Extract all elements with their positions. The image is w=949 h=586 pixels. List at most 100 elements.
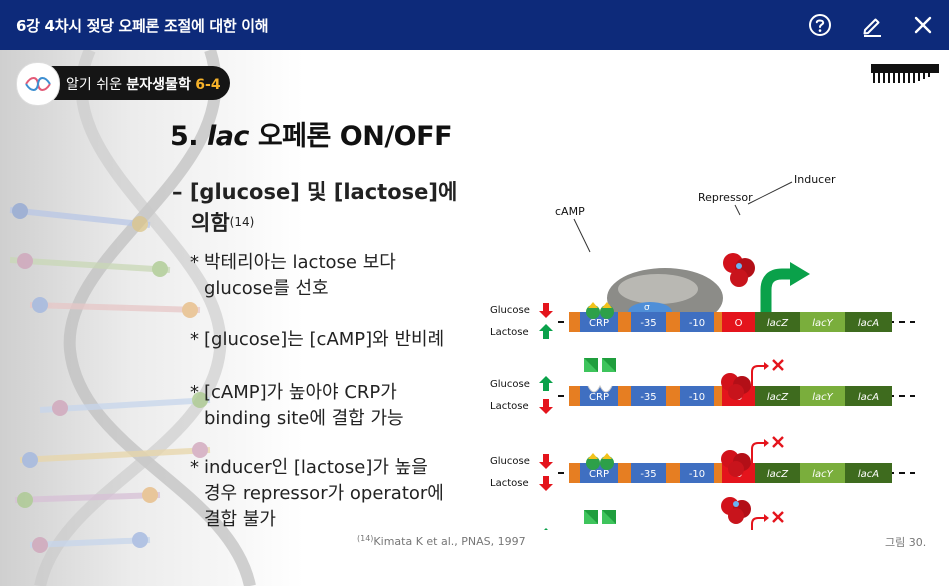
dna-logo-icon [16, 62, 60, 106]
bullet-star: * [190, 252, 199, 273]
camp-crp-complex [586, 302, 614, 319]
glucose-level-arrow [544, 528, 548, 530]
minus35-box-label: -35 [640, 318, 656, 329]
crp-site-label: CRP [589, 318, 609, 329]
heading-italic: lac [206, 121, 249, 152]
laca-gene [845, 386, 892, 406]
blocked-transcription-arrow [751, 359, 784, 386]
close-icon [914, 16, 932, 34]
glucose-label: Glucose [490, 305, 530, 316]
repressor-label: Repressor [698, 191, 753, 204]
logo-prefix: 알기 쉬운 [66, 77, 127, 93]
lactose-label: Lactose [490, 478, 529, 489]
rna-polymerase-highlight [618, 274, 698, 304]
lactose-level-arrow [539, 399, 553, 414]
spacer-segment [714, 386, 722, 406]
lecture-slide: 알기 쉬운 분자생물학 6-4 5. lac 오페론 ON/OFF – [glu… [0, 50, 949, 586]
help-button[interactable] [805, 10, 835, 40]
bullet-star: * [190, 329, 199, 350]
transcription-on-arrow [760, 262, 810, 318]
sub-bullet-line: binding site에 결합 가능 [204, 408, 404, 429]
bound-repressor [721, 497, 751, 524]
blocked-transcription-arrow [751, 511, 784, 530]
minus10-box [680, 312, 714, 332]
sub-bullet-line: [glucose]는 [cAMP]와 반비례 [204, 329, 445, 350]
lacz-gene-label: lacZ [767, 469, 789, 480]
lacy-gene-label: lacY [812, 392, 833, 403]
bullet-star: * [190, 382, 199, 403]
sub-bullet-line: 박테리아는 lactose 보다 [204, 252, 396, 273]
logo-subject: 분자생물학 [126, 77, 191, 93]
citation: (14)Kimata K et al., PNAS, 1997 [357, 534, 526, 548]
cross-icon [772, 359, 784, 371]
minus35-box-label: -35 [640, 469, 656, 480]
spacer-segment [666, 463, 680, 483]
minus10-box-label: -10 [689, 318, 705, 329]
citation-text: Kimata K et al., PNAS, 1997 [373, 535, 526, 548]
spacer-segment [618, 386, 631, 406]
spacer-segment [569, 463, 580, 483]
lacz-gene [755, 386, 800, 406]
minus35-box [631, 312, 666, 332]
free-crp-complex [584, 358, 616, 393]
lacy-gene-label: lacY [812, 318, 833, 329]
minus35-box [631, 386, 666, 406]
minus10-box [680, 386, 714, 406]
laca-gene-label: lacA [858, 318, 879, 329]
bullet-dash: – [172, 180, 183, 204]
lacy-gene [800, 312, 845, 332]
inducer-label: Inducer [794, 173, 836, 186]
bullet-star: * [190, 457, 199, 478]
cross-icon [772, 511, 784, 523]
lactose-label: Lactose [490, 327, 529, 338]
dna-helix-graphic [9, 50, 256, 586]
sub-bullet: * [glucose]는 [cAMP]와 반비례 [190, 327, 470, 353]
camp-label: cAMP [555, 205, 585, 218]
inducer-pointer [747, 181, 793, 205]
inducer-molecule [736, 263, 742, 269]
laca-gene-label: lacA [858, 469, 879, 480]
spacer-segment [666, 312, 680, 332]
close-button[interactable] [908, 10, 938, 40]
sub-bullet-line: 결합 불가 [204, 509, 276, 530]
lacy-gene [800, 463, 845, 483]
inducer-molecule [733, 501, 739, 507]
spacer-segment [618, 463, 631, 483]
operator-label: O [735, 318, 743, 329]
glucose-level-arrow [539, 376, 553, 391]
lacz-gene-label: lacZ [767, 318, 789, 329]
free-repressor [723, 253, 755, 287]
citation-ref: (14) [357, 534, 374, 543]
lacz-gene [755, 312, 800, 332]
lacy-gene-label: lacY [812, 469, 833, 480]
edit-button[interactable] [857, 10, 887, 40]
minus10-box [680, 463, 714, 483]
glucose-level-arrow [539, 303, 553, 318]
lacz-gene-label: lacZ [767, 392, 789, 403]
spacer-segment [714, 463, 722, 483]
sub-bullet-line: inducer인 [lactose]가 높을 [204, 457, 428, 478]
blocked-transcription-arrow [751, 436, 784, 463]
course-logo: 알기 쉬운 분자생물학 6-4 [16, 62, 230, 106]
camp-pointer [573, 218, 591, 253]
operator [722, 312, 755, 332]
slide-heading: 5. lac 오페론 ON/OFF [170, 114, 453, 153]
logo-lesson-number: 6-4 [195, 77, 221, 93]
laca-gene [845, 312, 892, 332]
bullet-reference: (14) [229, 215, 255, 229]
spacer-segment [569, 312, 580, 332]
lacy-gene [800, 386, 845, 406]
lactose-label: Lactose [490, 401, 529, 412]
bound-repressor [721, 373, 751, 400]
spacer-segment [618, 312, 631, 332]
bullet-line-1: [glucose] 및 [lactose]에 [189, 180, 458, 204]
crp-site-label: CRP [589, 469, 609, 480]
pencil-icon [863, 18, 881, 37]
heading-text: 오페론 ON/OFF [257, 121, 453, 152]
glucose-label: Glucose [490, 379, 530, 390]
help-circle-icon [809, 14, 831, 36]
minus35-box-label: -35 [640, 392, 656, 403]
